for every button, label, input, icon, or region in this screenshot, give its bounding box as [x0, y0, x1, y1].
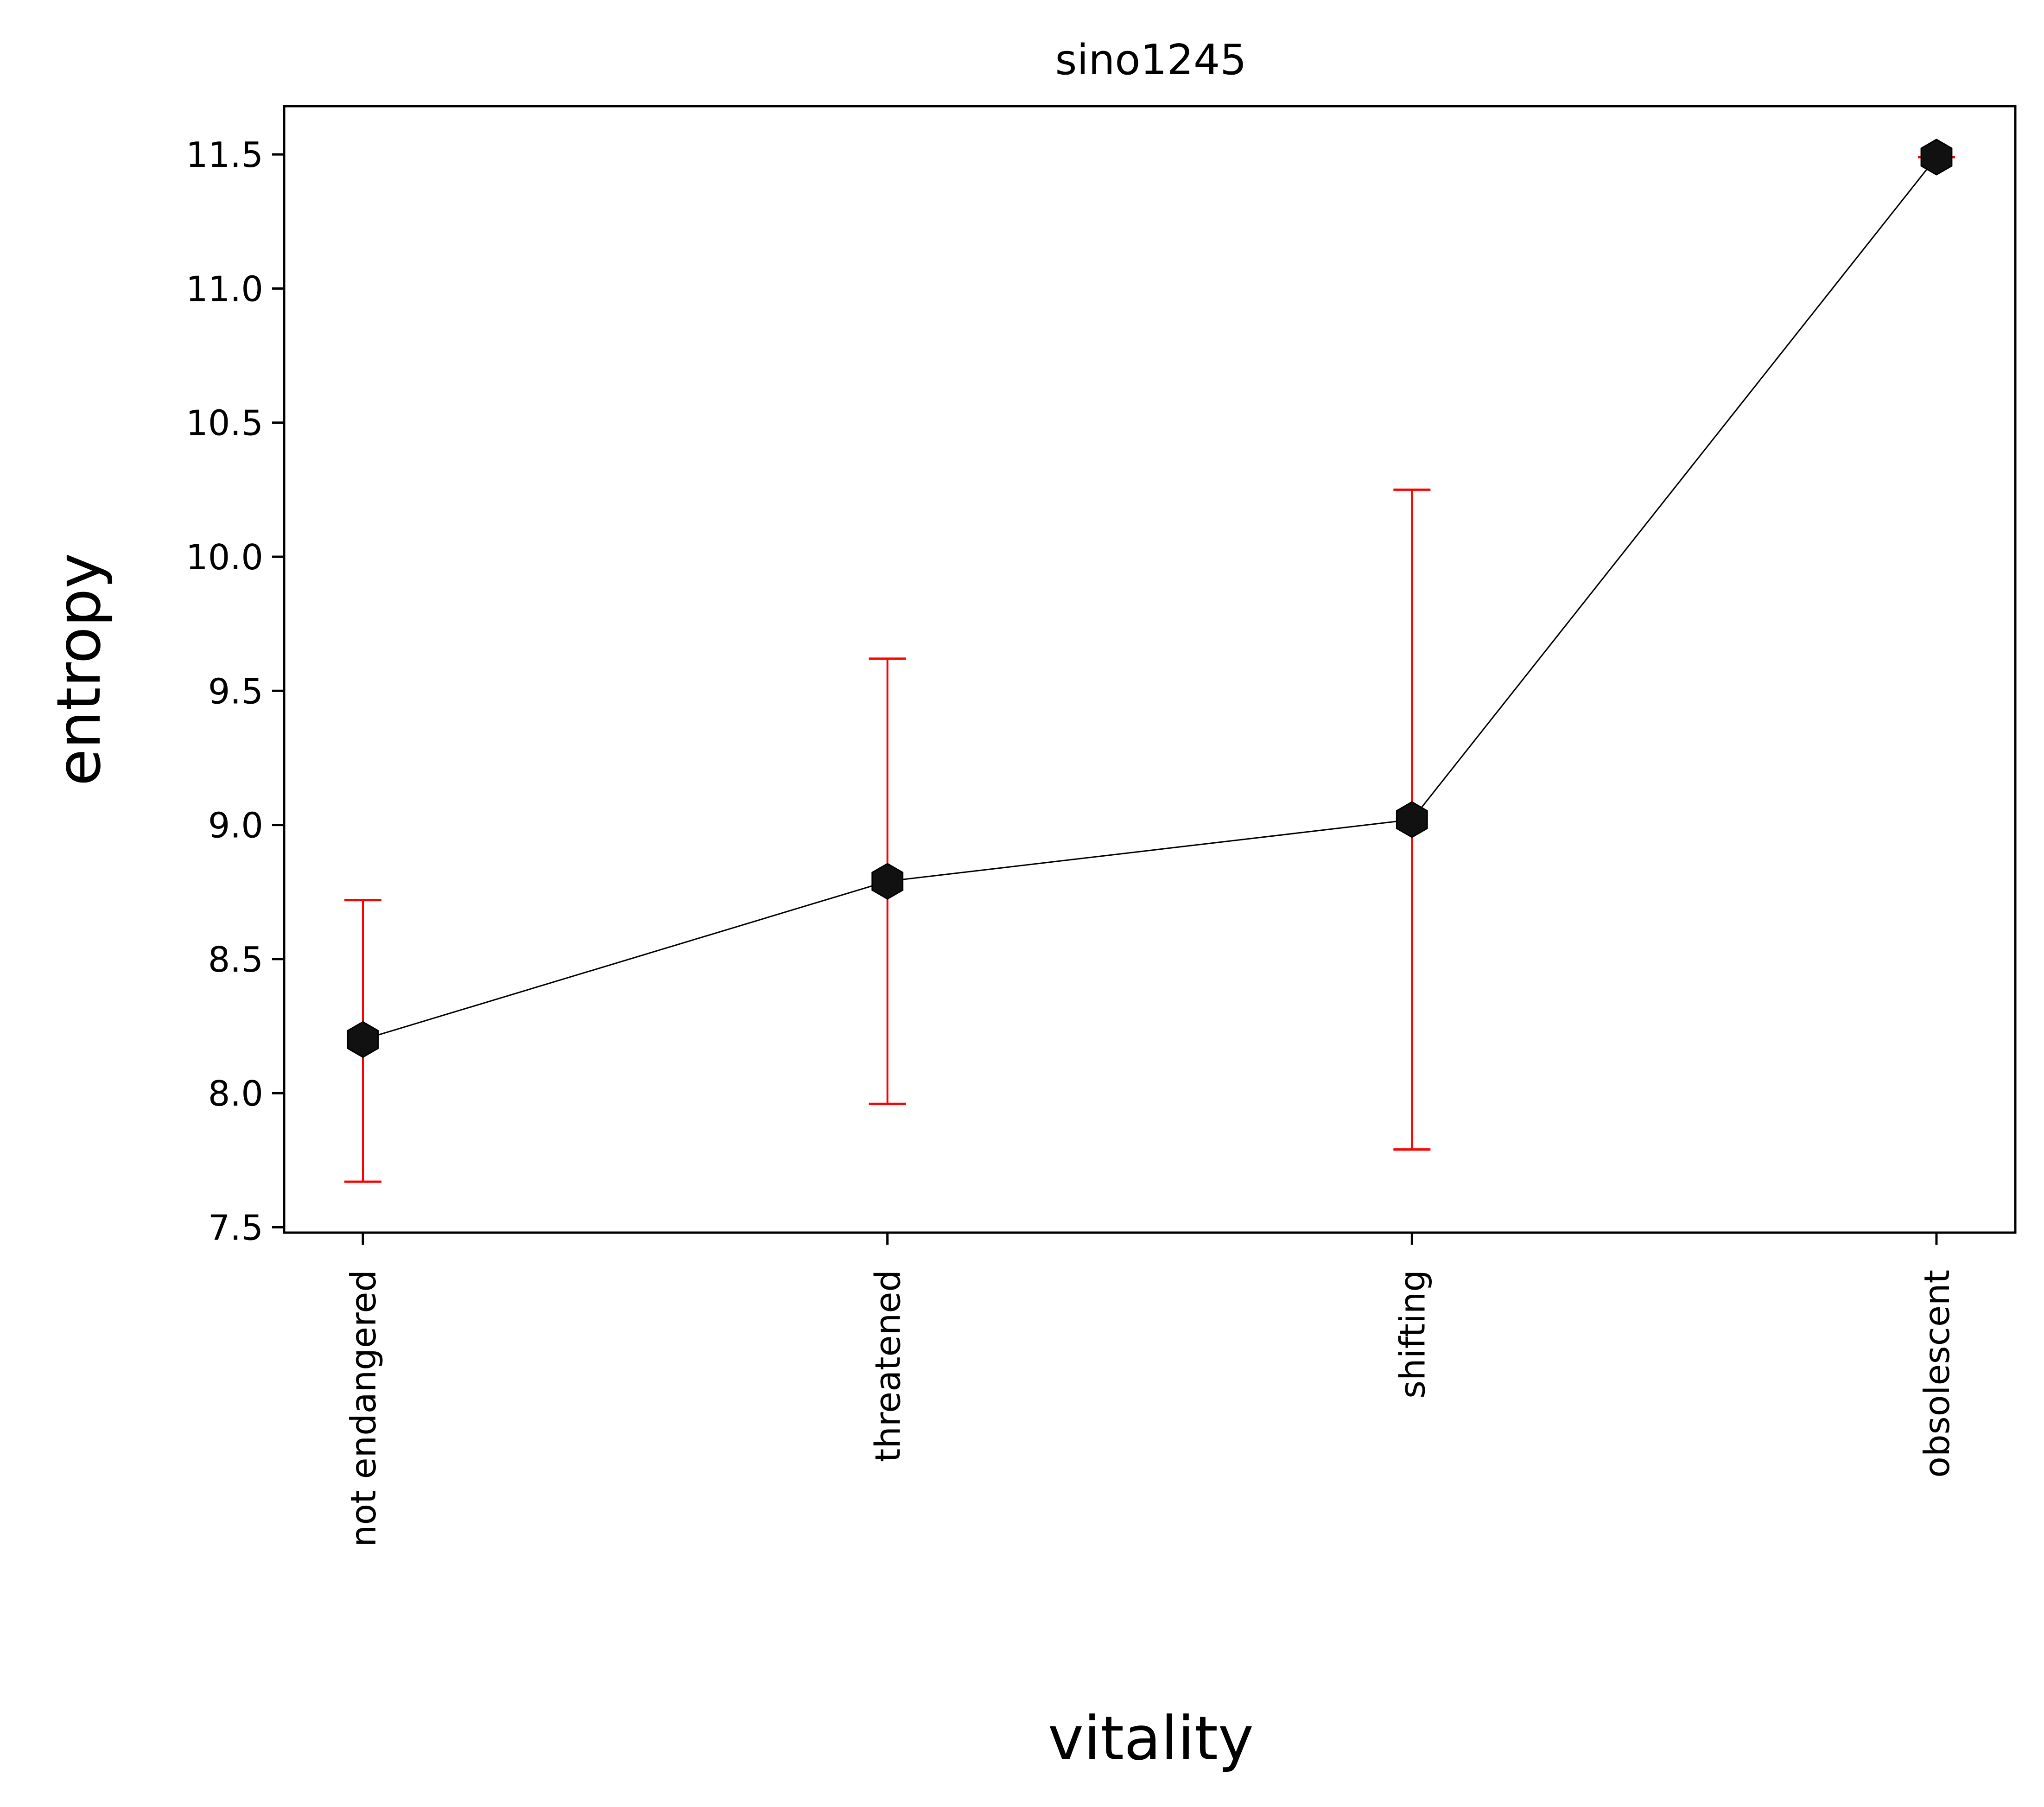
- plot-frame: [283, 105, 2017, 1234]
- y-axis-title: entropy: [44, 553, 114, 786]
- x-tick-label: not endangered: [343, 1270, 384, 1547]
- x-tick-label: obsolescent: [1917, 1270, 1957, 1478]
- y-tick-label: 11.5: [186, 134, 263, 175]
- series-line: [362, 156, 1937, 1040]
- x-tick-label: threatened: [868, 1270, 908, 1462]
- y-tick-label: 8.5: [208, 939, 263, 980]
- data-point: [1920, 139, 1953, 176]
- x-tick-label: shifting: [1392, 1270, 1433, 1399]
- data-point: [1396, 801, 1428, 838]
- y-tick-label: 7.5: [208, 1207, 263, 1248]
- y-tick-label: 9.5: [208, 671, 263, 712]
- x-axis-title: vitality: [1048, 1703, 1254, 1774]
- x-axis: not endangered threatened shifting obsolesc…: [343, 1233, 1957, 1547]
- data-point: [347, 1021, 379, 1058]
- y-tick-label: 10.0: [186, 537, 263, 578]
- data-point: [871, 863, 904, 900]
- chart-title: sino1245: [1055, 36, 1246, 84]
- y-tick-label: 10.5: [186, 403, 263, 444]
- plot-area: [344, 139, 1955, 1183]
- y-tick-label: 8.0: [208, 1073, 263, 1114]
- y-tick-label: 11.0: [186, 268, 263, 309]
- y-axis: 7.5 8.0 8.5 9.0 9.5 10.0 10.5 11.0 11.5: [186, 134, 284, 1248]
- y-tick-label: 9.0: [208, 805, 263, 846]
